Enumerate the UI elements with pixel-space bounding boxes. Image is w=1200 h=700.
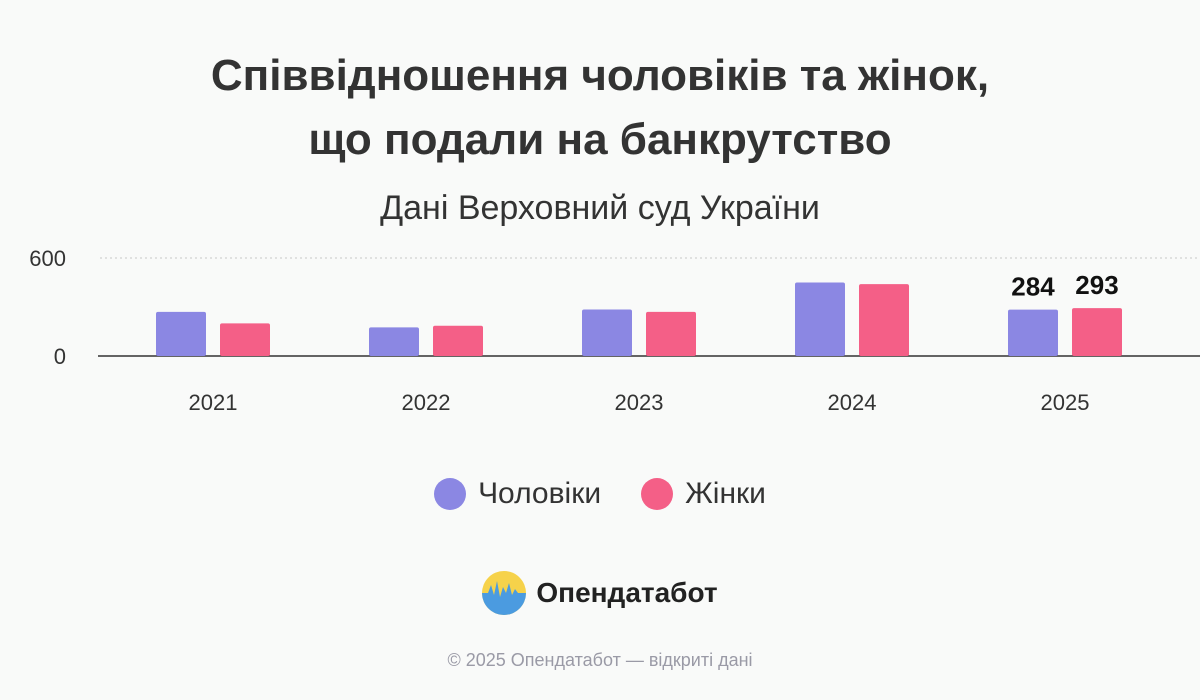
data-label-2025-men: 284 [1011,272,1055,302]
footer-copyright: © 2025 Опендатабот — відкриті дані [447,650,753,670]
bar-2025-men [1008,309,1058,356]
bar-2021-men [156,311,206,356]
legend-swatch-men [434,478,467,510]
legend: Чоловіки Жінки [0,472,1200,516]
y-tick-label: 0 [54,344,66,369]
legend-item-men: Чоловіки [434,477,601,511]
title-line-1: Співвідношення чоловіків та жінок, [210,51,990,100]
data-label-2025-women: 293 [1075,270,1118,300]
bar-2022-women [433,325,483,356]
brand: Опендатабот [0,568,1200,618]
bar-2021-women [220,323,270,356]
legend-swatch-women [641,478,674,510]
bar-2022-men [369,327,419,356]
chart-subtitle: Дані Верховний суд України [380,189,820,227]
brand-name: Опендатабот [536,577,718,608]
legend-label-men: Чоловіки [478,477,602,510]
bar-2025-women [1072,308,1122,356]
x-tick-label: 2022 [402,390,451,415]
x-tick-label: 2024 [828,390,877,415]
title-line-2: що подали на банкрутство [308,115,892,164]
opendatabot-logo-icon [482,571,527,615]
bar-chart: 0 600 2021 2022 2023 2024 284 293 2025 [29,246,1200,415]
x-tick-label: 2021 [189,390,238,415]
bar-2023-men [582,309,632,356]
bar-2023-women [646,311,696,356]
legend-label-women: Жінки [685,477,766,510]
x-tick-label: 2023 [615,390,664,415]
legend-item-women: Жінки [641,477,766,511]
bar-2024-women [859,284,909,356]
chart-title: Співвідношення чоловіків та жінок, що по… [0,44,1200,172]
bar-2024-men [795,282,845,356]
y-tick-label: 600 [29,246,66,271]
x-tick-label: 2025 [1041,390,1090,415]
